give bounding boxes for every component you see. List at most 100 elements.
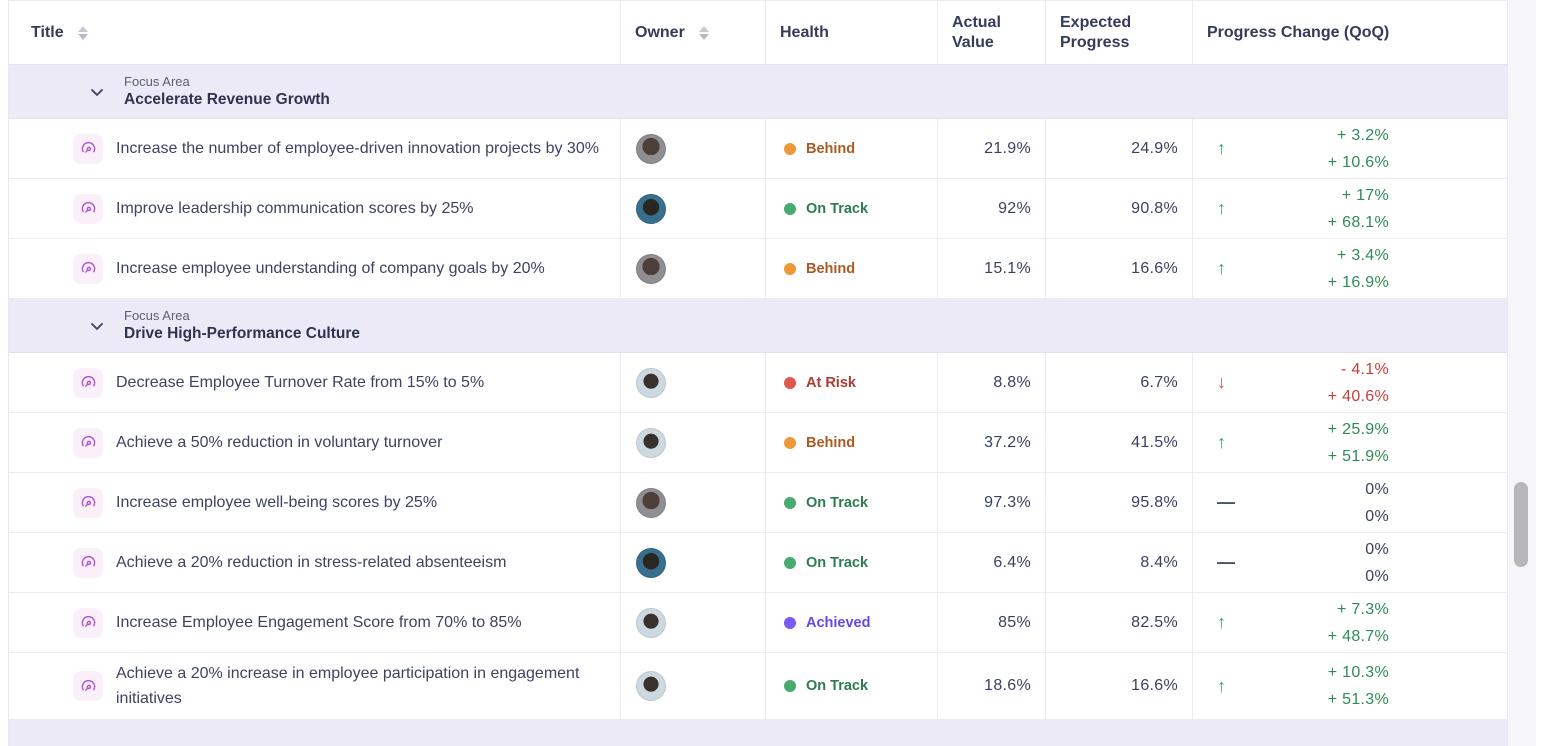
- cell-expected-progress: 16.6%: [1045, 653, 1192, 719]
- owner-avatar[interactable]: [636, 547, 666, 578]
- focus-area-group-row[interactable]: Focus Area Drive High-Performance Cultur…: [9, 299, 1507, 353]
- sort-arrows-icon[interactable]: [698, 25, 709, 40]
- owner-avatar[interactable]: [636, 607, 666, 638]
- progress-change-bottom: + 68.1%: [1327, 213, 1389, 231]
- cell-progress-change: ↑ + 3.4% + 16.9%: [1192, 239, 1507, 298]
- cell-progress-change: ↑ + 7.3% + 48.7%: [1192, 593, 1507, 652]
- gauge-icon: [73, 133, 103, 164]
- owner-avatar[interactable]: [636, 427, 666, 458]
- trend-arrow-icon: —: [1217, 492, 1235, 512]
- health-status-dot: [784, 496, 796, 509]
- health-status-dot: [784, 376, 796, 389]
- cell-health: On Track: [765, 653, 937, 719]
- progress-change-bottom: + 10.6%: [1327, 153, 1389, 171]
- key-result-row[interactable]: Achieve a 20% reduction in stress-relate…: [9, 533, 1507, 593]
- column-header-actual-value: Actual Value: [937, 1, 1045, 64]
- gauge-icon: [73, 607, 103, 638]
- table-body: Focus Area Accelerate Revenue Growth Inc…: [9, 65, 1507, 720]
- cell-owner: [620, 473, 765, 532]
- owner-avatar[interactable]: [636, 367, 666, 398]
- progress-change-top: + 3.4%: [1336, 246, 1389, 264]
- cell-progress-change: — 0% 0%: [1192, 533, 1507, 592]
- scrollbar-track[interactable]: [1508, 0, 1536, 746]
- cell-title: Increase employee understanding of compa…: [9, 239, 620, 298]
- chevron-down-icon[interactable]: [87, 316, 107, 336]
- key-result-row[interactable]: Increase the number of employee-driven i…: [9, 119, 1507, 179]
- cell-health: Achieved: [765, 593, 937, 652]
- progress-change-bottom: + 51.9%: [1327, 447, 1389, 465]
- key-result-row[interactable]: Decrease Employee Turnover Rate from 15%…: [9, 353, 1507, 413]
- column-label: Title: [31, 23, 64, 41]
- owner-avatar[interactable]: [636, 133, 666, 164]
- gauge-icon: [73, 487, 103, 518]
- cell-title: Achieve a 20% reduction in stress-relate…: [9, 533, 620, 592]
- progress-change-top: + 25.9%: [1327, 420, 1389, 438]
- cell-title: Decrease Employee Turnover Rate from 15%…: [9, 353, 620, 412]
- key-result-row[interactable]: Improve leadership communication scores …: [9, 179, 1507, 239]
- cell-owner: [620, 593, 765, 652]
- progress-change-top: 0%: [1365, 480, 1389, 498]
- cell-actual-value: 8.8%: [937, 353, 1045, 412]
- column-label: Health: [780, 23, 829, 41]
- trend-arrow-icon: ↑: [1217, 258, 1226, 278]
- column-header-progress-change: Progress Change (QoQ): [1192, 1, 1507, 64]
- cell-progress-change: ↑ + 3.2% + 10.6%: [1192, 119, 1507, 178]
- cell-expected-progress: 24.9%: [1045, 119, 1192, 178]
- key-result-row[interactable]: Achieve a 20% increase in employee parti…: [9, 653, 1507, 720]
- group-kind-label: Focus Area: [124, 73, 190, 89]
- cell-expected-progress: 41.5%: [1045, 413, 1192, 472]
- cell-actual-value: 21.9%: [937, 119, 1045, 178]
- cell-progress-change: ↑ + 17% + 68.1%: [1192, 179, 1507, 238]
- key-result-title: Increase employee well-being scores by 2…: [116, 494, 438, 511]
- key-result-row[interactable]: Increase employee well-being scores by 2…: [9, 473, 1507, 533]
- owner-avatar[interactable]: [636, 253, 666, 284]
- chevron-down-icon[interactable]: [87, 82, 107, 102]
- cell-owner: [620, 179, 765, 238]
- cell-owner: [620, 653, 765, 719]
- column-label: Owner: [635, 23, 685, 41]
- column-header-owner[interactable]: Owner: [620, 1, 765, 64]
- cell-health: Behind: [765, 239, 937, 298]
- owner-avatar[interactable]: [636, 671, 666, 701]
- gauge-icon: [73, 193, 103, 224]
- progress-change-top: + 7.3%: [1336, 600, 1389, 618]
- cell-health: On Track: [765, 473, 937, 532]
- focus-area-group-row[interactable]: Focus Area Accelerate Revenue Growth: [9, 65, 1507, 119]
- cell-title: Achieve a 50% reduction in voluntary tur…: [9, 413, 620, 472]
- key-result-title: Increase employee understanding of compa…: [116, 260, 545, 277]
- trend-arrow-icon: ↑: [1217, 138, 1226, 158]
- progress-change-bottom: + 40.6%: [1327, 387, 1389, 405]
- column-label: Actual Value: [952, 13, 1001, 51]
- column-header-health: Health: [765, 1, 937, 64]
- focus-area-title: Drive High-Performance Culture: [124, 324, 360, 342]
- key-result-row[interactable]: Achieve a 50% reduction in voluntary tur…: [9, 413, 1507, 473]
- owner-avatar[interactable]: [636, 193, 666, 224]
- key-result-title: Achieve a 20% reduction in stress-relate…: [116, 554, 507, 571]
- key-result-row[interactable]: Increase employee understanding of compa…: [9, 239, 1507, 299]
- health-status-label: At Risk: [806, 374, 856, 391]
- progress-change-bottom: + 48.7%: [1327, 627, 1389, 645]
- trend-arrow-icon: ↑: [1217, 432, 1226, 452]
- gauge-icon: [73, 253, 103, 284]
- progress-change-top: 0%: [1365, 540, 1389, 558]
- column-header-title[interactable]: Title: [9, 1, 620, 64]
- cell-actual-value: 15.1%: [937, 239, 1045, 298]
- column-header-expected-progress: Expected Progress: [1045, 1, 1192, 64]
- health-status-label: On Track: [806, 200, 869, 217]
- gauge-icon: [73, 367, 103, 398]
- okr-table: Title Owner Health Actual Value Expected…: [8, 0, 1508, 746]
- key-result-title: Increase the number of employee-driven i…: [116, 140, 599, 157]
- key-result-row[interactable]: Increase Employee Engagement Score from …: [9, 593, 1507, 653]
- health-status-dot: [784, 262, 796, 275]
- scrollbar-thumb[interactable]: [1514, 482, 1528, 567]
- progress-change-top: + 17%: [1341, 186, 1389, 204]
- sort-arrows-icon[interactable]: [77, 25, 88, 40]
- gauge-icon: [73, 427, 103, 458]
- owner-avatar[interactable]: [636, 487, 666, 518]
- next-group-row-partial[interactable]: [9, 720, 1507, 746]
- key-result-title: Improve leadership communication scores …: [116, 200, 474, 217]
- cell-expected-progress: 82.5%: [1045, 593, 1192, 652]
- cell-title: Increase employee well-being scores by 2…: [9, 473, 620, 532]
- health-status-label: Behind: [806, 140, 856, 157]
- key-result-title: Achieve a 50% reduction in voluntary tur…: [116, 434, 443, 451]
